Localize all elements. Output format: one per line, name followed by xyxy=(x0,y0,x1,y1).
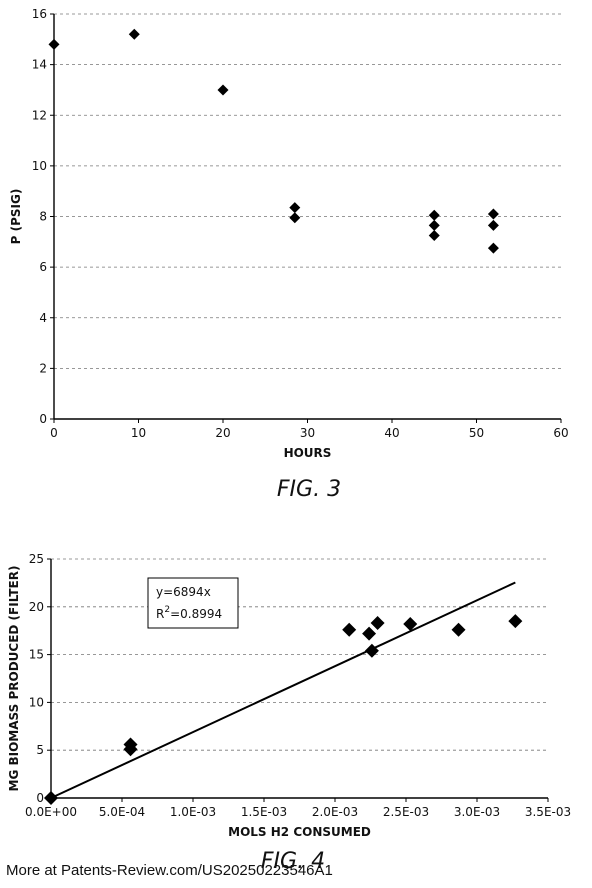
y-axis-label: MG BIOMASS PRODUCED (FILTER) xyxy=(7,566,21,792)
x-tick-label: 0 xyxy=(50,426,58,440)
data-point xyxy=(488,243,499,254)
y-tick-label: 10 xyxy=(29,695,44,709)
x-tick-label: 30 xyxy=(300,426,315,440)
data-point xyxy=(289,202,300,213)
y-tick-label: 25 xyxy=(29,552,44,566)
x-tick-label: 60 xyxy=(553,426,568,440)
fig4-chart: 0 5 10 15 20 25 0.0E+00 5.0E-04 1.0E-03 1.5E-03 2.… xyxy=(7,552,571,874)
data-point xyxy=(488,220,499,231)
y-tick-label: 15 xyxy=(29,648,44,662)
x-tick-label: 5.0E-04 xyxy=(99,805,145,819)
y-tick-label: 6 xyxy=(39,260,47,274)
figure-caption: FIG. 3 xyxy=(277,477,341,502)
y-tick-label: 20 xyxy=(29,600,44,614)
x-tick-label: 2.5E-03 xyxy=(383,805,429,819)
data-point xyxy=(429,220,440,231)
y-tick-label: 2 xyxy=(39,361,47,375)
footer-text: More at Patents-Review.com/US20250223546… xyxy=(6,862,333,879)
data-point xyxy=(508,614,522,628)
y-axis-label: P (PSIG) xyxy=(9,189,23,245)
equation-text: y=6894x xyxy=(156,585,211,599)
data-point xyxy=(44,791,58,805)
data-point xyxy=(429,230,440,241)
data-point xyxy=(289,212,300,223)
data-point xyxy=(371,616,385,630)
x-tick-label: 1.5E-03 xyxy=(241,805,287,819)
fig3-chart: 0 2 4 6 8 10 12 14 16 0 10 20 30 40 50 60 HOURS P (PSIG) F… xyxy=(9,7,569,502)
data-point xyxy=(129,29,140,40)
y-tick-label: 10 xyxy=(32,159,47,173)
data-point xyxy=(488,208,499,219)
data-point xyxy=(362,627,376,641)
x-tick-label: 0.0E+00 xyxy=(25,805,77,819)
y-tick-label: 0 xyxy=(39,412,47,426)
data-point xyxy=(49,39,60,50)
y-tick-label: 12 xyxy=(32,108,47,122)
x-tick-label: 50 xyxy=(469,426,484,440)
y-tick-label: 5 xyxy=(36,743,44,757)
y-tick-label: 8 xyxy=(39,210,47,224)
data-point xyxy=(218,84,229,95)
data-point xyxy=(342,623,356,637)
data-point xyxy=(452,623,466,637)
x-tick-label: 10 xyxy=(131,426,146,440)
y-tick-label: 16 xyxy=(32,7,47,21)
x-tick-label: 20 xyxy=(215,426,230,440)
y-tick-label: 0 xyxy=(36,791,44,805)
x-tick-label: 2.0E-03 xyxy=(312,805,358,819)
x-tick-label: 3.0E-03 xyxy=(454,805,500,819)
data-point xyxy=(429,210,440,221)
x-tick-label: 1.0E-03 xyxy=(170,805,216,819)
x-axis-label: MOLS H2 CONSUMED xyxy=(228,825,371,839)
x-tick-label: 40 xyxy=(384,426,399,440)
y-tick-label: 14 xyxy=(32,58,47,72)
x-axis-label: HOURS xyxy=(284,446,332,460)
y-tick-label: 4 xyxy=(39,311,47,325)
trend-line xyxy=(51,582,515,798)
x-tick-label: 3.5E-03 xyxy=(525,805,571,819)
